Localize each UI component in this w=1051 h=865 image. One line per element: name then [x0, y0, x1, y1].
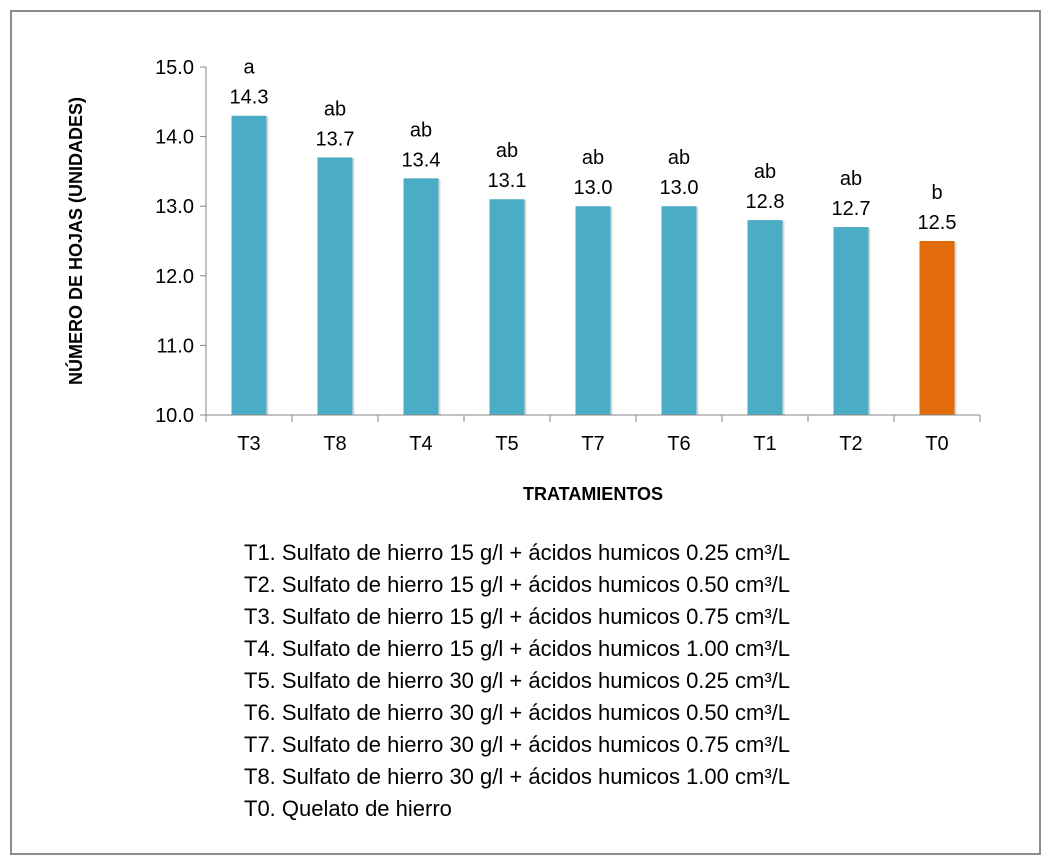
significance-letter: ab	[668, 147, 690, 169]
x-tick-label: T0	[925, 433, 948, 455]
y-tick-label: 12.0	[155, 266, 194, 288]
y-tick-label: 14.0	[155, 127, 194, 149]
bar	[661, 206, 697, 415]
data-label: 13.4	[402, 149, 441, 171]
legend-item: T8. Sulfato de hierro 30 g/l + ácidos hu…	[244, 764, 791, 789]
significance-letter: b	[931, 182, 942, 204]
x-axis-title: TRATAMIENTOS	[523, 484, 663, 504]
data-label: 13.0	[574, 177, 613, 199]
bar	[575, 206, 611, 415]
legend-item: T4. Sulfato de hierro 15 g/l + ácidos hu…	[244, 636, 791, 661]
data-label: 13.0	[660, 177, 699, 199]
bar	[833, 227, 869, 415]
x-tick-label: T1	[753, 433, 776, 455]
bar	[919, 241, 955, 415]
data-label: 14.3	[230, 87, 269, 109]
significance-letter: a	[243, 57, 255, 79]
legend-item: T7. Sulfato de hierro 30 g/l + ácidos hu…	[244, 732, 791, 757]
x-tick-label: T2	[839, 433, 862, 455]
data-label: 13.7	[316, 128, 355, 150]
bar	[403, 178, 439, 415]
data-label: 12.8	[746, 191, 785, 213]
bar	[747, 220, 783, 415]
bars-group	[231, 115, 957, 416]
y-axis-title: NÚMERO DE HOJAS (UNIDADES)	[65, 97, 86, 385]
data-label: 12.7	[832, 198, 871, 220]
x-tick-label: T4	[409, 433, 432, 455]
significance-letter: ab	[410, 119, 432, 141]
legend-item: T1. Sulfato de hierro 15 g/l + ácidos hu…	[244, 540, 791, 565]
legend-item: T3. Sulfato de hierro 15 g/l + ácidos hu…	[244, 604, 791, 629]
data-label: 12.5	[918, 212, 957, 234]
significance-letter: ab	[496, 140, 518, 162]
y-tick-label: 13.0	[155, 196, 194, 218]
data-label: 13.1	[488, 170, 527, 192]
chart-frame: 10.0 11.0 12.0 13.0 14.0 15.0 14.3 a 13.7 ab 13.4…	[10, 10, 1041, 855]
y-tick-label: 10.0	[155, 405, 194, 427]
x-tick-label: T5	[495, 433, 518, 455]
legend-item: T5. Sulfato de hierro 30 g/l + ácidos hu…	[244, 668, 791, 693]
significance-letter: ab	[840, 168, 862, 190]
legend-item: T2. Sulfato de hierro 15 g/l + ácidos hu…	[244, 572, 791, 597]
x-tick-label: T8	[323, 433, 346, 455]
bar-chart: 10.0 11.0 12.0 13.0 14.0 15.0 14.3 a 13.7 ab 13.4…	[65, 57, 981, 504]
x-tick-label: T7	[581, 433, 604, 455]
bar	[231, 115, 267, 415]
bar	[317, 157, 353, 416]
significance-letter: ab	[582, 147, 604, 169]
x-axis-ticks: T3 T8 T4 T5 T7 T6 T1 T2 T0	[205, 415, 981, 455]
significance-letter: ab	[754, 161, 776, 183]
y-tick-label: 11.0	[157, 335, 194, 357]
treatment-legend: T1. Sulfato de hierro 15 g/l + ácidos hu…	[244, 537, 790, 825]
bar	[489, 199, 525, 415]
legend-item: T0. Quelato de hierro	[244, 796, 452, 821]
y-axis-ticks: 10.0 11.0 12.0 13.0 14.0 15.0	[155, 57, 206, 427]
significance-letter: ab	[324, 98, 346, 120]
data-labels-group: 14.3 a 13.7 ab 13.4 ab 13.1 ab 13.0 ab 13.0 ab 12.8 a…	[230, 57, 957, 234]
y-tick-label: 15.0	[155, 57, 194, 79]
legend-item: T6. Sulfato de hierro 30 g/l + ácidos hu…	[244, 700, 791, 725]
x-tick-label: T3	[237, 433, 260, 455]
x-tick-label: T6	[667, 433, 690, 455]
